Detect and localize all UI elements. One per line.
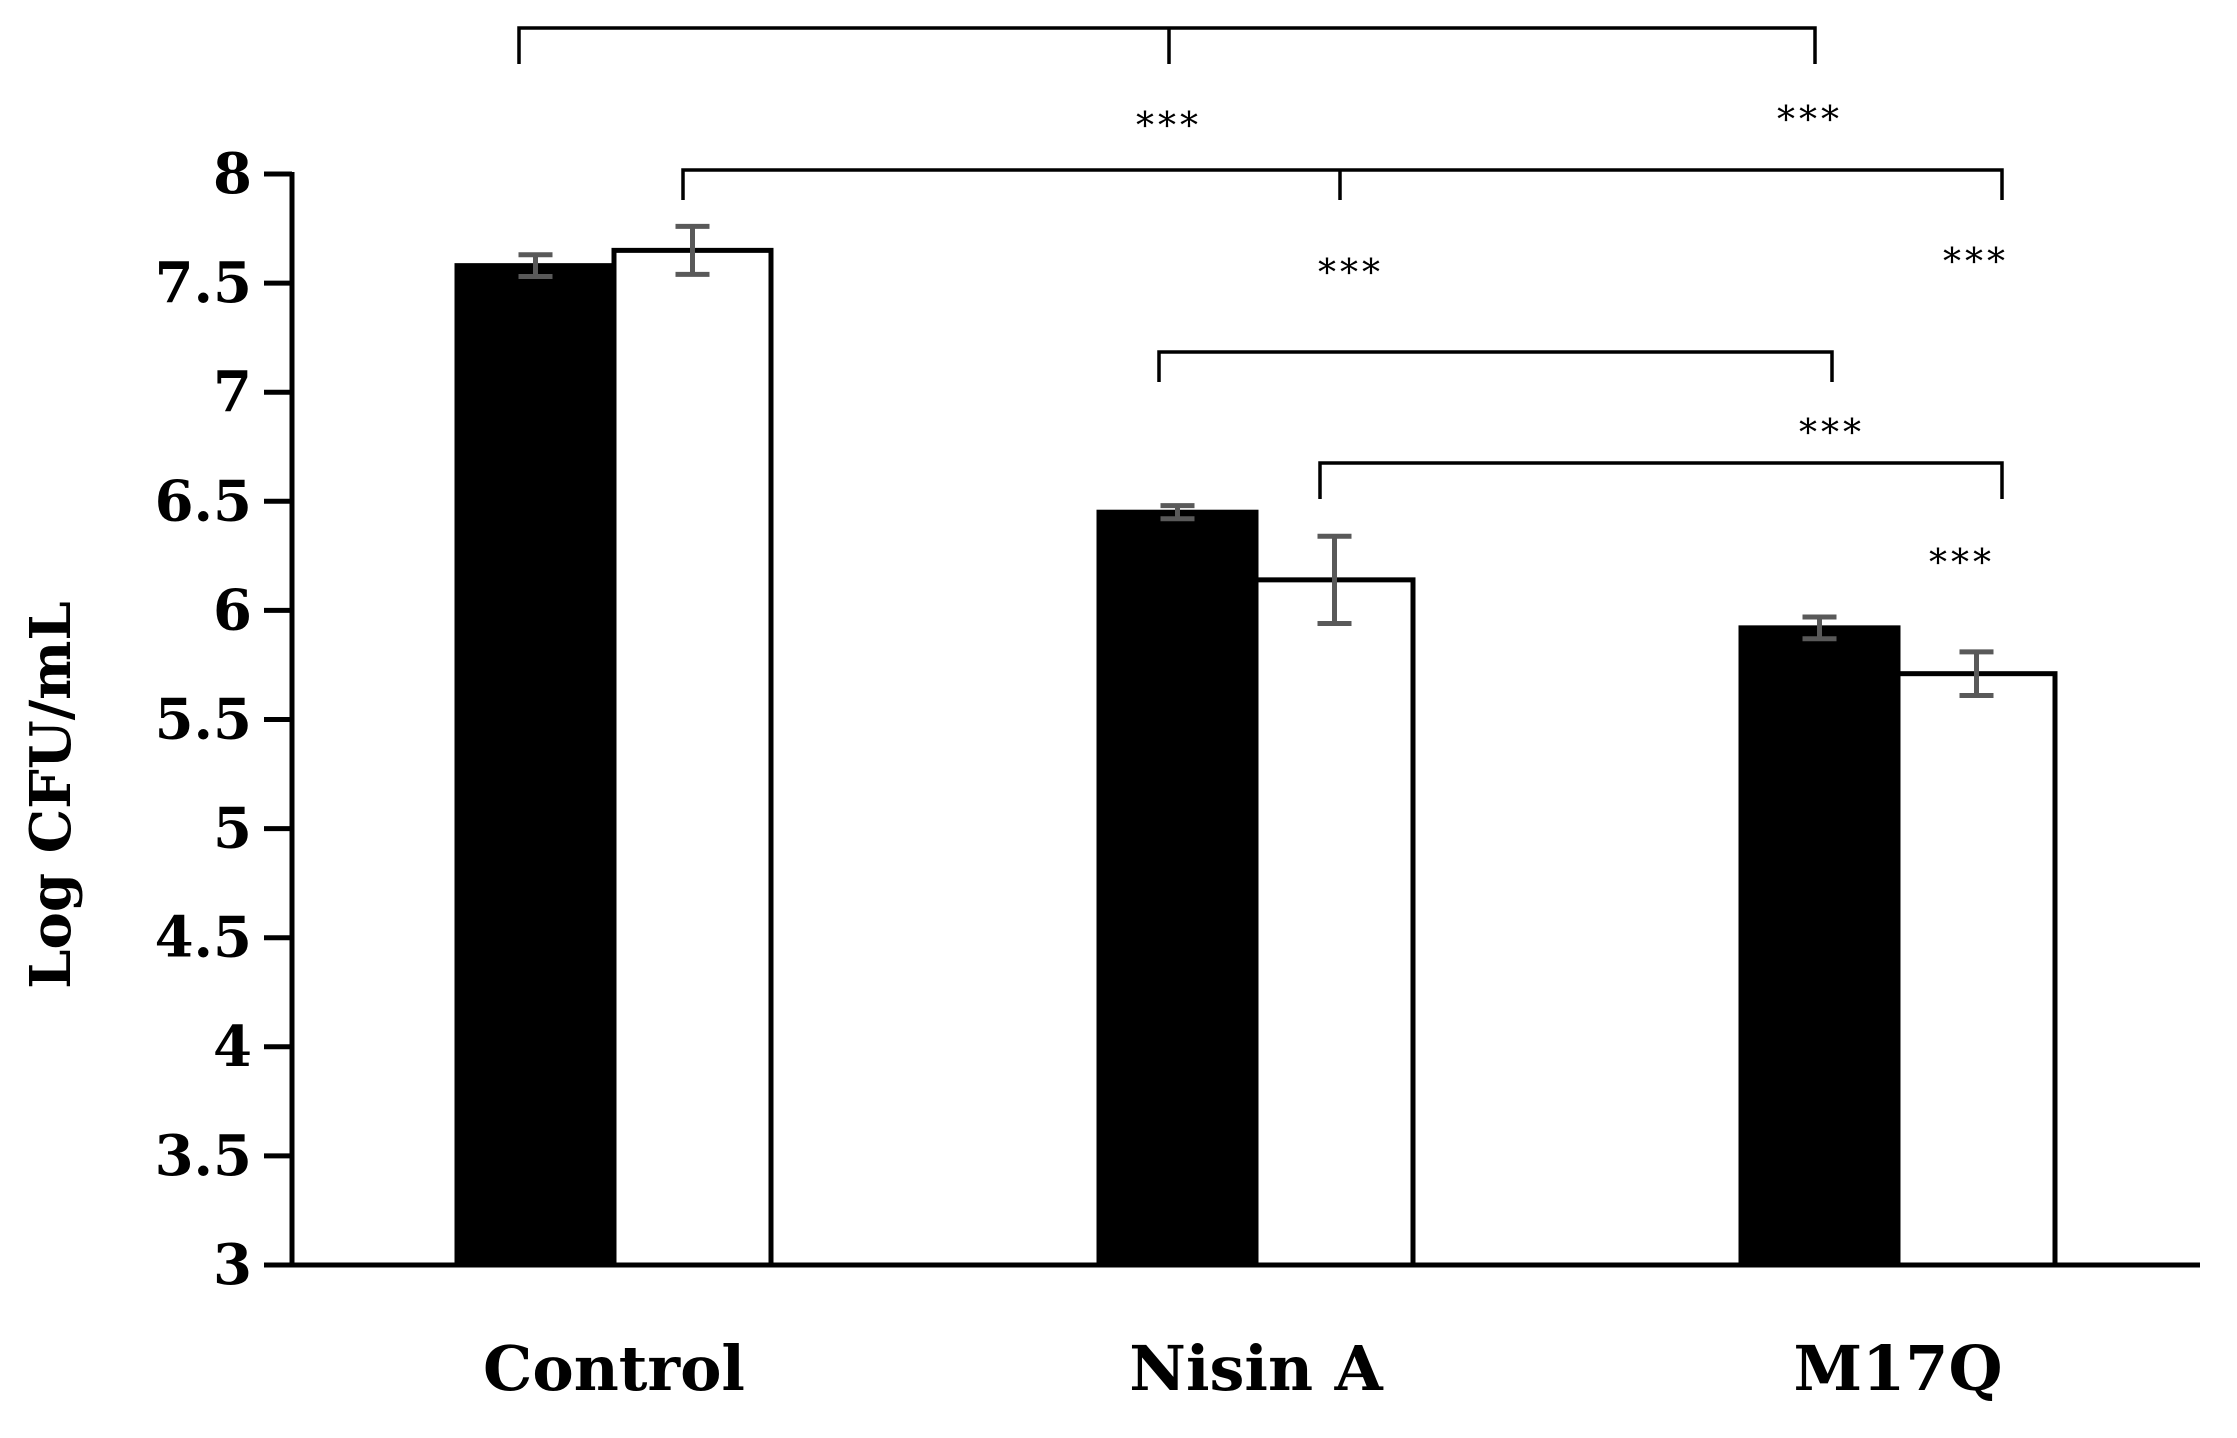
significance-bracket: [681, 168, 2004, 200]
y-tick-label: 7.5: [155, 250, 252, 316]
y-tick-label: 5.5: [155, 687, 252, 753]
bar: [454, 263, 617, 1268]
significance-label: ***: [1318, 253, 1384, 294]
y-tick-label: 6.5: [155, 468, 252, 534]
bar: [1895, 671, 2058, 1268]
x-category-label: M17Q: [1794, 1332, 2003, 1405]
significance-bracket: [1157, 350, 1834, 382]
y-axis-title: Log CFU/mL: [18, 601, 84, 989]
bar: [611, 247, 774, 1268]
y-tick-label: 7: [213, 359, 252, 425]
bar: [1096, 509, 1259, 1268]
y-tick-label: 3.5: [155, 1123, 252, 1189]
bars: [454, 247, 2058, 1268]
y-tick-label: 6: [213, 577, 252, 643]
significance-label: ***: [1799, 413, 1865, 454]
error-bars: [518, 223, 1994, 698]
y-tick-label: 4: [213, 1014, 252, 1080]
y-tick-label: 5: [213, 796, 252, 862]
significance-label: ***: [1136, 106, 1202, 147]
y-tick-label: 4.5: [155, 905, 252, 971]
bar: [1253, 577, 1416, 1268]
significance-brackets: *** *** *** *** *** ***: [517, 26, 2009, 584]
significance-bracket: [1318, 461, 2004, 499]
y-tick-label: 8: [213, 141, 252, 207]
x-category-label: Control: [483, 1332, 745, 1405]
significance-label: ***: [1929, 543, 1995, 584]
significance-label: ***: [1943, 242, 2009, 283]
significance-bracket: [517, 26, 1817, 64]
bar: [1738, 625, 1901, 1268]
y-tick-label: 3: [213, 1232, 252, 1298]
x-category-label: Nisin A: [1129, 1332, 1383, 1405]
axis-labels: Log CFU/mL 3 3.5 4 4.5 5 5.5 6 6.5 7 7.5 8 Control N…: [18, 141, 2002, 1405]
significance-label: ***: [1777, 100, 1843, 141]
